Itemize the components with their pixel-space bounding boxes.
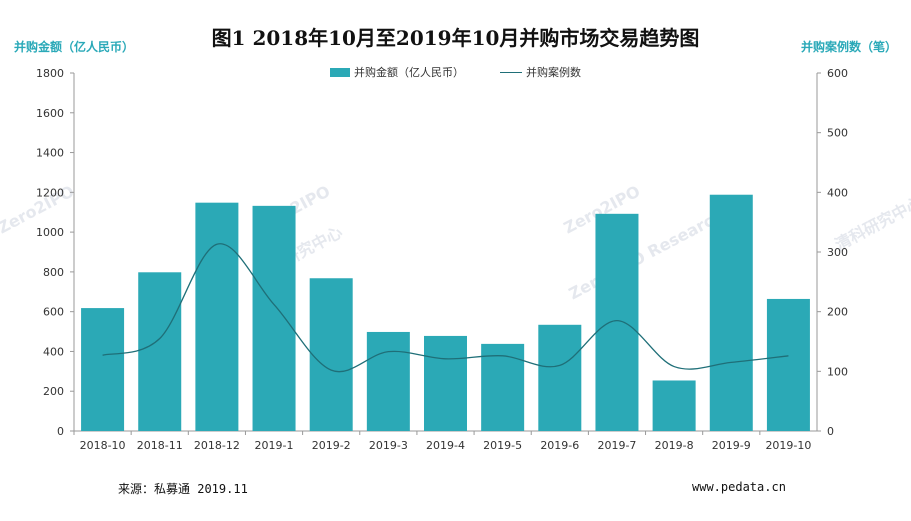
legend-bar-label: 并购金额（亿人民币） xyxy=(354,66,464,79)
y-tick-label-right: 600 xyxy=(827,67,848,80)
bar xyxy=(195,202,239,431)
x-tick-label: 2019-3 xyxy=(369,439,408,452)
y-tick-label-right: 100 xyxy=(827,365,848,378)
x-tick-label: 2019-1 xyxy=(255,439,294,452)
bar xyxy=(766,298,810,431)
series-line-count xyxy=(102,243,789,373)
legend-line-swatch xyxy=(500,71,522,73)
bar xyxy=(652,380,696,431)
x-tick-label: 2018-11 xyxy=(137,439,183,452)
bar xyxy=(709,194,753,431)
bar xyxy=(538,324,582,431)
left-axis-unit-label: 并购金额（亿人民币） xyxy=(14,40,135,54)
legend-bar-swatch xyxy=(330,67,350,77)
y-tick-label-right: 300 xyxy=(827,246,848,259)
source-note: 来源：私募通 2019.11 xyxy=(118,482,248,496)
y-tick-label-right: 0 xyxy=(827,425,834,438)
y-tick-label-right: 200 xyxy=(827,306,848,319)
x-tick-label: 2019-4 xyxy=(426,439,465,452)
y-tick-label-right: 500 xyxy=(827,127,848,140)
x-tick-label: 2019-9 xyxy=(712,439,751,452)
website-note: www.pedata.cn xyxy=(692,480,786,494)
y-tick-label-left: 1800 xyxy=(36,67,64,80)
legend-item-count: 并购案例数 xyxy=(500,64,581,80)
x-tick-label: 2019-5 xyxy=(483,439,522,452)
legend-line-label: 并购案例数 xyxy=(526,66,581,79)
x-tick-label: 2019-7 xyxy=(597,439,636,452)
x-tick-label: 2019-2 xyxy=(312,439,351,452)
y-tick-label-left: 0 xyxy=(57,425,64,438)
y-tick-label-left: 200 xyxy=(43,385,64,398)
bar xyxy=(81,308,125,431)
y-tick-label-left: 600 xyxy=(43,306,64,319)
y-tick-label-left: 1600 xyxy=(36,107,64,120)
bar xyxy=(138,272,182,431)
legend-item-amount: 并购金额（亿人民币） xyxy=(330,64,464,80)
y-tick-label-left: 800 xyxy=(43,266,64,279)
bar xyxy=(481,343,525,431)
y-tick-label-left: 400 xyxy=(43,345,64,358)
x-tick-label: 2019-8 xyxy=(655,439,694,452)
y-tick-label-right: 400 xyxy=(827,186,848,199)
chart-title: 图1 2018年10月至2019年10月并购市场交易趋势图 xyxy=(211,26,700,50)
x-tick-label: 2018-12 xyxy=(194,439,240,452)
y-tick-label-left: 1000 xyxy=(36,226,64,239)
x-tick-label: 2018-10 xyxy=(80,439,126,452)
bar xyxy=(309,278,353,431)
x-tick-label: 2019-10 xyxy=(765,439,811,452)
bar xyxy=(366,331,410,431)
right-axis-unit-label: 并购案例数（笔） xyxy=(800,40,897,54)
bar xyxy=(424,335,467,431)
legend: 并购金额（亿人民币） 并购案例数 xyxy=(330,64,617,80)
bar xyxy=(595,213,639,431)
y-tick-label-left: 1400 xyxy=(36,147,64,160)
bar xyxy=(252,205,296,431)
x-tick-label: 2019-6 xyxy=(540,439,579,452)
y-tick-label-left: 1200 xyxy=(36,186,64,199)
